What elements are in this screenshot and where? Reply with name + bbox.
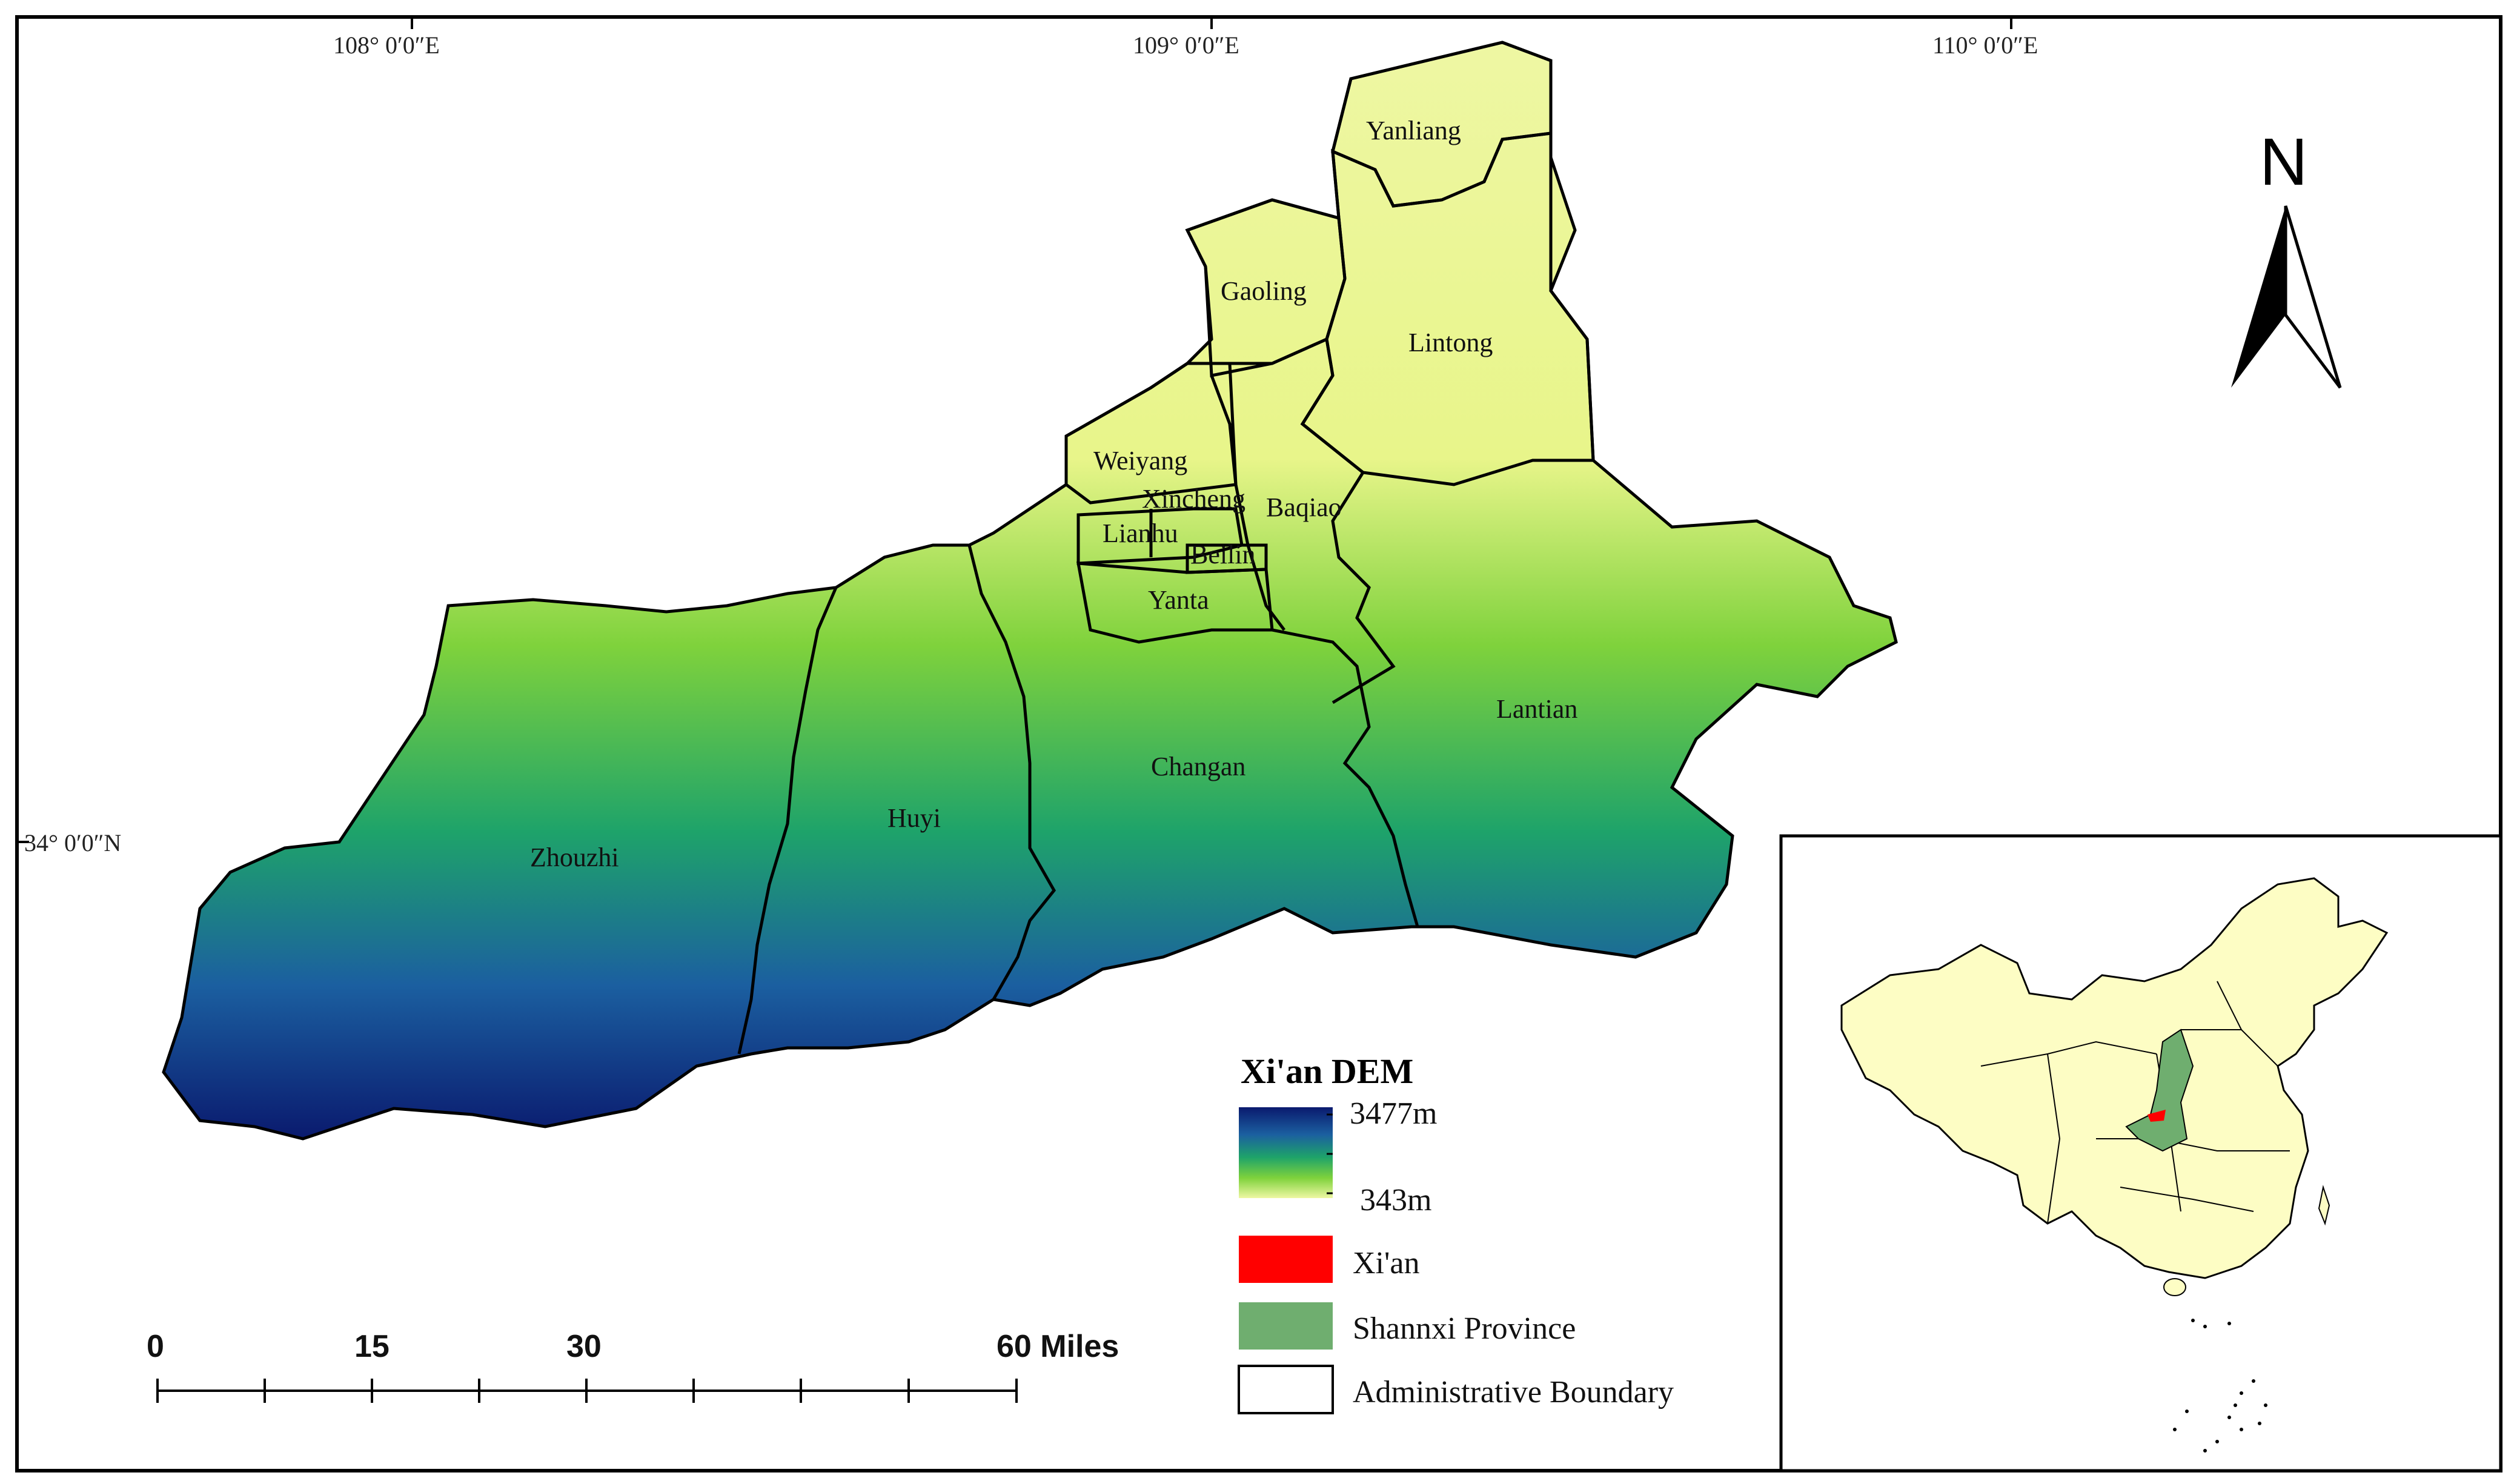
inset-shannxi-province (2125, 1029, 2194, 1152)
legend-dem-max: 3477m (1350, 1096, 1437, 1131)
district-label-changan: Changan (1151, 752, 1245, 781)
inset-xian-city (2148, 1110, 2166, 1122)
lon-label-109: 109° 0′0″E (1133, 31, 1239, 59)
district-label-weiyang: Weiyang (1093, 446, 1187, 475)
scale-label-60: 60 Miles (997, 1329, 1119, 1364)
legend: Xi'an DEM 3477m 343m Xi'an Shannxi Provi… (1238, 1052, 1674, 1414)
lat-label-34: 34° 0′0″N (24, 829, 121, 856)
district-label-yanta: Yanta (1148, 585, 1209, 615)
legend-title: Xi'an DEM (1241, 1052, 1413, 1091)
district-label-gaoling: Gaoling (1221, 276, 1307, 306)
legend-boundary-label: Administrative Boundary (1353, 1375, 1674, 1409)
dem-region (164, 42, 1896, 1139)
legend-shannxi-swatch (1239, 1302, 1333, 1350)
district-label-lantian: Lantian (1496, 694, 1577, 724)
lon-label-110: 110° 0′0″E (1932, 31, 2038, 59)
scale-bar: 0 15 30 60 Miles (147, 1329, 1119, 1403)
district-label-beilin: Beilin (1190, 540, 1256, 569)
legend-dem-gradient (1239, 1107, 1333, 1198)
district-label-lianhu: Lianhu (1103, 518, 1178, 548)
north-arrow-label: N (2260, 125, 2307, 199)
district-label-yanliang: Yanliang (1366, 116, 1461, 145)
district-label-huyi: Huyi (887, 803, 941, 833)
inset-hainan (2163, 1278, 2186, 1296)
district-label-lintong: Lintong (1408, 328, 1493, 357)
district-label-xincheng: Xincheng (1142, 484, 1245, 514)
legend-xian-swatch (1239, 1236, 1333, 1283)
scale-label-0: 0 (147, 1329, 164, 1364)
inset-map (1779, 834, 2502, 1472)
district-boundaries (737, 41, 1595, 1055)
north-arrow-icon: N (2231, 125, 2342, 389)
map-frame (15, 15, 2502, 1472)
graticule-ticks (17, 17, 2012, 843)
district-label-baqiao: Baqiao (1266, 492, 1342, 522)
inset-scs-islands (2173, 1319, 2267, 1453)
scale-label-15: 15 (354, 1329, 390, 1364)
legend-boundary-swatch (1238, 1365, 1334, 1414)
district-labels: Yanliang Gaoling Lintong Weiyang Xinchen… (530, 116, 1577, 872)
scale-label-30: 30 (566, 1329, 602, 1364)
legend-shannxi-label: Shannxi Province (1353, 1311, 1576, 1346)
inset-china-land (1840, 877, 2389, 1279)
district-label-zhouzhi: Zhouzhi (530, 843, 619, 872)
lon-label-108: 108° 0′0″E (333, 31, 440, 59)
legend-xian-label: Xi'an (1353, 1246, 1419, 1280)
inset-taiwan (2318, 1185, 2330, 1226)
legend-dem-min: 343m (1360, 1183, 1431, 1217)
